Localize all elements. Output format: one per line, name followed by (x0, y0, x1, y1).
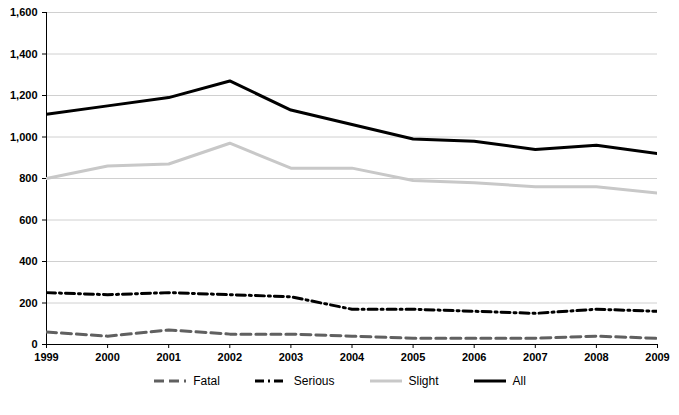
svg-text:0: 0 (31, 338, 37, 350)
svg-text:2005: 2005 (401, 351, 425, 363)
svg-text:600: 600 (19, 214, 37, 226)
svg-text:1,000: 1,000 (10, 131, 38, 143)
svg-text:2006: 2006 (462, 351, 486, 363)
html-text:Fatal: Fatal (193, 374, 220, 388)
svg-text:400: 400 (19, 255, 37, 267)
svg-text:200: 200 (19, 297, 37, 309)
svg-text:2007: 2007 (523, 351, 547, 363)
html-text:Serious: Serious (293, 374, 335, 388)
svg-text:1,200: 1,200 (10, 89, 38, 101)
html-text:All: All (512, 374, 526, 388)
svg-text:2002: 2002 (218, 351, 242, 363)
svg-text:2004: 2004 (340, 351, 365, 363)
svg-text:2009: 2009 (645, 351, 669, 363)
svg-text:1,600: 1,600 (10, 6, 38, 18)
svg-text:1999: 1999 (34, 351, 58, 363)
svg-text:2000: 2000 (95, 351, 119, 363)
svg-text:2003: 2003 (279, 351, 303, 363)
svg-text:2001: 2001 (156, 351, 180, 363)
svg-text:800: 800 (19, 172, 37, 184)
svg-text:1,400: 1,400 (10, 48, 38, 60)
svg-text:2008: 2008 (584, 351, 608, 363)
html-text:Slight: Slight (408, 374, 439, 388)
